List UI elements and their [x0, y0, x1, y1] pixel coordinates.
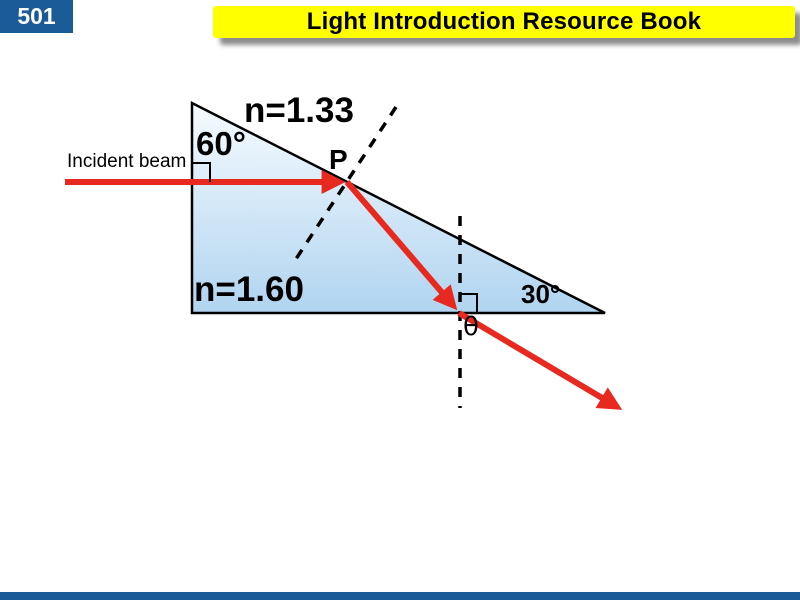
label-theta-angle: θ	[463, 312, 479, 342]
label-apex-angle: 60°	[196, 125, 246, 162]
bottom-accent-bar	[0, 592, 800, 600]
label-index-top-medium: n=1.33	[244, 91, 354, 130]
prism-triangle	[190, 100, 606, 315]
right-angle-mark-left-face	[192, 162, 211, 182]
exit-ray	[457, 310, 623, 410]
label-index-prism-medium: n=1.60	[194, 270, 304, 309]
page-number-badge: 501	[0, 0, 73, 33]
title-banner: Light Introduction Resource Book	[213, 6, 795, 38]
label-point-p: P	[329, 144, 348, 175]
page-number: 501	[17, 3, 56, 29]
refracted-ray	[344, 180, 458, 311]
label-base-angle: 30°	[521, 279, 561, 309]
page-title: Light Introduction Resource Book	[306, 8, 702, 35]
right-angle-mark-base	[460, 293, 478, 312]
label-incident-beam: Incident beam	[67, 151, 187, 172]
normal-line-at-p	[292, 106, 398, 263]
